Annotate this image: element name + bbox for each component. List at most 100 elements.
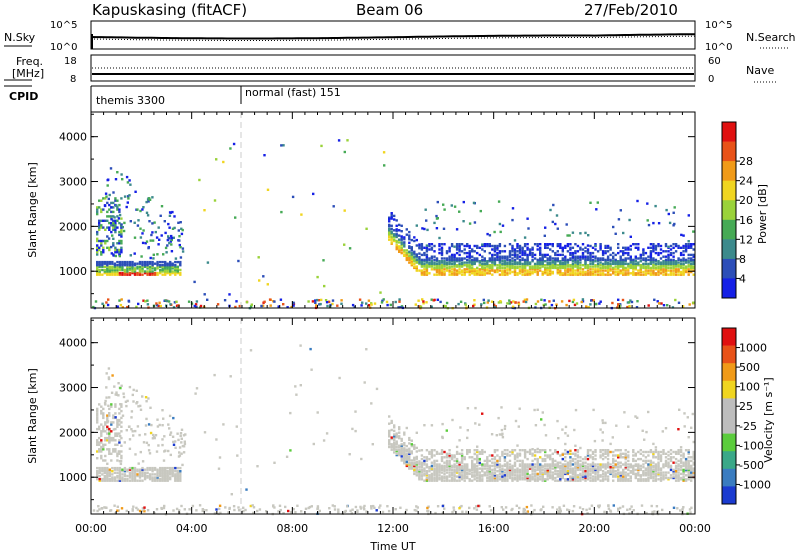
heatmap-cell	[258, 256, 260, 258]
heatmap-cell	[615, 460, 617, 462]
colorbar-tick-label: 20	[739, 194, 753, 207]
heatmap-cell	[423, 480, 425, 482]
heatmap-cell	[411, 252, 413, 254]
heatmap-cell	[125, 405, 127, 407]
heatmap-cell	[177, 222, 179, 224]
heatmap-cell	[480, 210, 482, 212]
heatmap-cell	[458, 254, 460, 256]
heatmap-cell	[132, 400, 134, 402]
heatmap-cell	[509, 454, 511, 456]
heatmap-cell	[169, 434, 171, 436]
heatmap-cell	[572, 260, 574, 262]
heatmap-cell	[489, 234, 491, 236]
heatmap-cell	[453, 460, 455, 462]
heatmap-cell	[675, 470, 677, 472]
heatmap-cell	[136, 480, 138, 482]
heatmap-cell	[670, 465, 672, 467]
heatmap-cell	[433, 274, 435, 276]
heatmap-cell	[98, 200, 100, 202]
heatmap-cell	[326, 432, 328, 434]
heatmap-cell	[524, 243, 526, 245]
heatmap-cell	[124, 467, 126, 469]
heatmap-cell	[173, 444, 175, 446]
heatmap-cell	[665, 471, 667, 473]
heatmap-cell	[557, 470, 559, 472]
heatmap-cell	[499, 264, 501, 266]
heatmap-cell	[443, 480, 445, 482]
heatmap-cell	[511, 257, 513, 259]
heatmap-cell	[524, 463, 526, 465]
heatmap-cell	[451, 471, 453, 473]
heatmap-cell	[124, 261, 126, 263]
heatmap-cell	[236, 425, 238, 427]
velocity-panel-background	[91, 318, 695, 514]
heatmap-cell	[564, 478, 566, 480]
heatmap-cell	[477, 505, 479, 507]
heatmap-cell	[102, 226, 104, 228]
heatmap-cell	[354, 430, 356, 432]
heatmap-cell	[645, 460, 647, 462]
heatmap-cell	[396, 228, 398, 230]
heatmap-cell	[549, 463, 551, 465]
heatmap-cell	[111, 261, 113, 263]
heatmap-cell	[126, 206, 128, 208]
heatmap-cell	[672, 247, 674, 249]
heatmap-cell	[98, 226, 100, 228]
heatmap-cell	[132, 430, 134, 432]
heatmap-cell	[690, 254, 692, 256]
heatmap-cell	[120, 421, 122, 423]
heatmap-cell	[499, 433, 501, 435]
heatmap-cell	[100, 253, 102, 255]
heatmap-cell	[413, 473, 415, 475]
heatmap-cell	[597, 466, 599, 468]
heatmap-cell	[391, 443, 393, 445]
heatmap-cell	[370, 303, 372, 305]
heatmap-cell	[433, 250, 435, 252]
heatmap-cell	[615, 463, 617, 465]
heatmap-cell	[523, 508, 525, 510]
heatmap-cell	[461, 274, 463, 276]
heatmap-cell	[667, 462, 669, 464]
heatmap-cell	[582, 508, 584, 510]
colorbar-tick-label: 12	[739, 233, 753, 246]
heatmap-cell	[542, 271, 544, 273]
heatmap-cell	[154, 263, 156, 265]
heatmap-cell	[173, 215, 175, 217]
heatmap-cell	[146, 472, 148, 474]
heatmap-cell	[160, 215, 162, 217]
heatmap-cell	[118, 439, 120, 441]
power-panel-background	[91, 112, 695, 308]
heatmap-cell	[112, 229, 114, 231]
heatmap-cell	[156, 253, 158, 255]
heatmap-cell	[433, 299, 435, 301]
heatmap-cell	[557, 462, 559, 464]
heatmap-cell	[519, 463, 521, 465]
heatmap-cell	[501, 506, 503, 508]
heatmap-cell	[165, 251, 167, 253]
heatmap-cell	[688, 260, 690, 262]
heatmap-cell	[628, 219, 630, 221]
heatmap-cell	[388, 415, 390, 417]
heatmap-cell	[320, 145, 322, 147]
heatmap-cell	[582, 252, 584, 254]
heatmap-cell	[147, 214, 149, 216]
heatmap-cell	[552, 250, 554, 252]
heatmap-cell	[152, 257, 154, 259]
heatmap-cell	[332, 504, 334, 506]
heatmap-cell	[431, 243, 433, 245]
heatmap-cell	[423, 268, 425, 270]
heatmap-cell	[393, 239, 395, 241]
heatmap-cell	[511, 465, 513, 467]
heatmap-cell	[282, 303, 284, 305]
heatmap-cell	[198, 179, 200, 181]
heatmap-cell	[149, 473, 151, 475]
heatmap-cell	[117, 506, 119, 508]
heatmap-cell	[218, 508, 220, 510]
heatmap-cell	[594, 248, 596, 250]
heatmap-cell	[612, 454, 614, 456]
heatmap-cell	[379, 504, 381, 506]
heatmap-cell	[483, 302, 485, 304]
heatmap-cell	[607, 256, 609, 258]
heatmap-cell	[665, 460, 667, 462]
heatmap-cell	[653, 510, 655, 512]
